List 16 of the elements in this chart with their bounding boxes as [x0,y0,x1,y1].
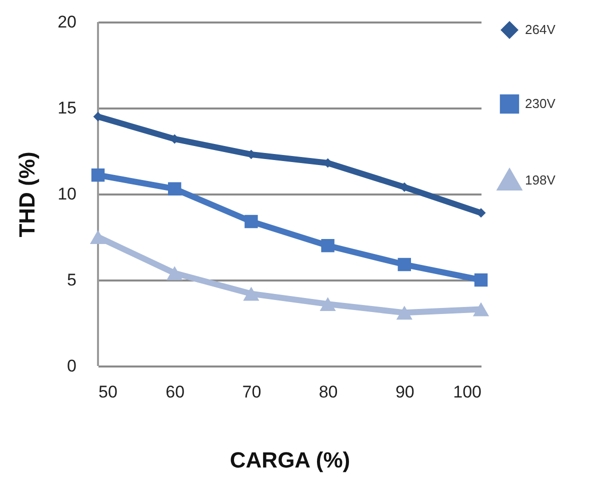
y-tick-label: 5 [67,270,76,290]
y-tick-label: 15 [58,98,76,118]
y-tick-label: 20 [58,12,76,32]
x-axis-title: CARGA (%) [230,448,350,472]
x-tick-label: 100 [453,382,482,402]
x-tick-label: 50 [98,382,118,402]
x-tick-label: 80 [318,382,338,402]
y-tick-label: 0 [67,356,76,376]
x-tick-label: 90 [395,382,414,402]
y-tick-label: 10 [58,184,76,204]
x-tick-label: 70 [242,382,262,402]
legend-label: 198V [525,172,556,188]
legend-label: 264V [525,22,556,37]
y-axis-title: THD (%) [14,152,40,238]
legend-label: 230V [525,96,556,111]
x-tick-label: 60 [166,382,185,402]
